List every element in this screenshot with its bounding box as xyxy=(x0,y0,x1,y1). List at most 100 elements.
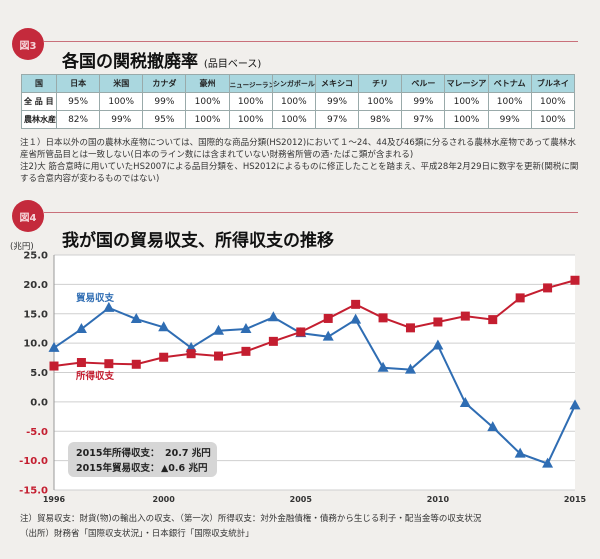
y-tick-label: -5.0 xyxy=(26,427,48,438)
fig4-note-source: （出所）財務省「国際収支状況」・日本銀行「国際収支統計」 xyxy=(20,529,254,539)
tariff-table: 国日本米国カナダ豪州ニュージーランドシンガポールメキシコチリペルーマレーシアベト… xyxy=(21,74,576,129)
y-tick-label: 10.0 xyxy=(23,339,48,350)
data-point xyxy=(241,346,251,356)
data-point xyxy=(350,313,362,324)
y-axis-unit: (兆円) xyxy=(10,242,34,252)
data-point xyxy=(570,275,580,285)
table-cell: 99% xyxy=(401,92,446,111)
data-point xyxy=(433,317,443,327)
fig3-badge: 図3 xyxy=(12,28,44,60)
data-point xyxy=(268,336,278,346)
table-cell: 100% xyxy=(185,92,230,111)
data-point xyxy=(405,323,415,333)
data-point xyxy=(104,359,114,369)
table-cell: 100% xyxy=(530,110,576,129)
fig4-note-1: 注）貿易収支：財貨(物)の輸出入の収支、（第一次）所得収支：対外金融債権・債務か… xyxy=(20,514,482,524)
data-point xyxy=(214,351,224,361)
column-header: ペルー xyxy=(401,74,446,93)
table-cell: 95% xyxy=(55,92,101,111)
annotation-line1-label: 2015年所得収支： xyxy=(76,447,159,459)
series-label-income: 所得収支 xyxy=(76,370,115,382)
data-point xyxy=(48,341,60,352)
fig3-title: 各国の関税撤廃率 (品目ベース) xyxy=(62,47,261,72)
table-cell: 100% xyxy=(487,92,532,111)
data-point xyxy=(351,299,361,309)
data-point xyxy=(377,361,389,372)
data-point xyxy=(267,311,279,322)
annotation-box: 2015年所得収支： 20.7 兆円 2015年貿易収支： ▲0.6 兆円 xyxy=(68,442,217,477)
x-tick-label: 2000 xyxy=(153,495,176,504)
fig4-badge: 図4 xyxy=(12,200,44,232)
data-point xyxy=(514,447,526,458)
data-point xyxy=(131,359,141,369)
annotation-bg xyxy=(68,442,217,477)
data-point xyxy=(460,311,470,321)
data-point xyxy=(378,313,388,323)
data-point xyxy=(130,313,142,324)
series-line-trade xyxy=(53,306,576,465)
y-tick-label: 15.0 xyxy=(23,309,48,320)
table-cell: 100% xyxy=(271,110,316,129)
data-point xyxy=(103,301,115,312)
x-tick-label: 2015 xyxy=(564,495,587,504)
data-point xyxy=(432,339,444,350)
y-tick-label: 20.0 xyxy=(23,280,48,291)
data-point xyxy=(488,315,498,325)
annotation-line2-label: 2015年貿易収支： xyxy=(76,462,159,474)
table-row: 農林水産物82%99%95%100%100%100%97%98%97%100%9… xyxy=(21,110,576,129)
data-point xyxy=(49,361,59,371)
row-label: 全 品 目 xyxy=(21,92,57,111)
fig4-notes: 注）貿易収支：財貨(物)の輸出入の収支、（第一次）所得収支：対外金融債権・債務か… xyxy=(20,512,481,542)
annotation-line1-value: 20.7 兆円 xyxy=(165,447,211,459)
fig3-title-text: 各国の関税撤廃率 xyxy=(62,52,198,72)
column-header: チリ xyxy=(358,74,403,93)
data-point xyxy=(296,327,306,337)
data-point xyxy=(543,283,553,293)
fig3-notes: 注１）日本以外の国の農林水産物については、国際的な商品分類(HS2012)におい… xyxy=(20,137,580,185)
data-point xyxy=(186,349,196,359)
fig4-rule xyxy=(44,212,578,213)
table-cell: 99% xyxy=(487,110,532,129)
table-cell: 100% xyxy=(444,110,489,129)
data-point xyxy=(76,358,86,368)
fig3-note-1: 注１）日本以外の国の農林水産物については、国際的な商品分類(HS2012)におい… xyxy=(20,138,576,160)
y-tick-label: 25.0 xyxy=(23,251,48,262)
column-header: 日本 xyxy=(55,74,101,93)
column-header: 豪州 xyxy=(185,74,230,93)
fig3-rule xyxy=(44,41,578,42)
data-point xyxy=(213,324,225,335)
series-label-trade: 貿易収支 xyxy=(76,292,115,304)
data-point xyxy=(323,313,333,323)
data-point xyxy=(542,457,554,468)
data-point xyxy=(75,323,87,334)
data-point xyxy=(159,352,169,362)
data-point xyxy=(569,399,581,410)
series-line-income xyxy=(53,279,576,368)
x-tick-label: 2010 xyxy=(427,495,450,504)
y-tick-label: -10.0 xyxy=(19,456,48,467)
column-header: 国 xyxy=(21,74,57,93)
table-cell: 95% xyxy=(142,110,187,129)
table-cell: 100% xyxy=(185,110,230,129)
x-tick-label: 2005 xyxy=(290,495,313,504)
y-tick-label: 5.0 xyxy=(30,368,48,379)
table-cell: 100% xyxy=(530,92,576,111)
annotation-line2-value: ▲0.6 兆円 xyxy=(161,462,207,474)
fig3-note-2: 注2)大 筋合意時に用いていたHS2007による品目分類を、HS2012によるも… xyxy=(20,162,579,184)
table-header-row: 国日本米国カナダ豪州ニュージーランドシンガポールメキシコチリペルーマレーシアベト… xyxy=(21,74,576,93)
y-tick-label: -15.0 xyxy=(19,486,48,497)
table-cell: 100% xyxy=(228,110,273,129)
column-header: マレーシア xyxy=(444,74,489,93)
column-header: ニュージーランド xyxy=(228,74,273,93)
data-point xyxy=(322,330,334,341)
data-point xyxy=(459,397,471,408)
table-cell: 97% xyxy=(401,110,446,129)
data-point xyxy=(158,321,170,332)
data-point xyxy=(515,293,525,303)
data-point xyxy=(240,323,252,334)
column-header: メキシコ xyxy=(314,74,360,93)
table-cell: 100% xyxy=(358,92,403,111)
table-cell: 97% xyxy=(314,110,360,129)
table-cell: 82% xyxy=(55,110,101,129)
